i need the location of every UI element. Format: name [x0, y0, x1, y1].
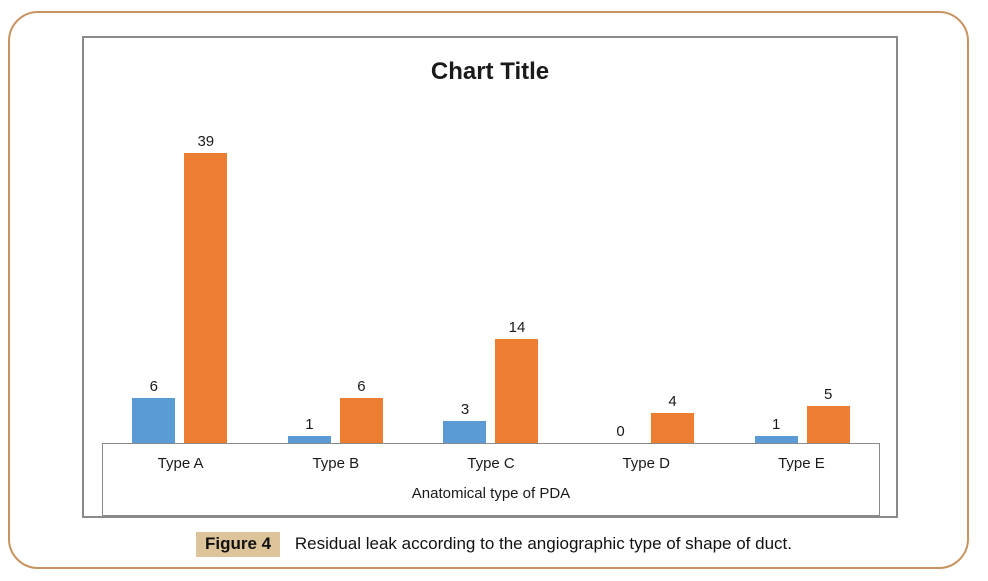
value-label: 6: [357, 378, 366, 395]
x-axis-title: Anatomical type of PDA: [411, 485, 571, 502]
value-label: 1: [305, 416, 314, 433]
bar-blue: [443, 421, 487, 443]
chart-title: Chart Title: [430, 58, 550, 85]
bar-orange: [651, 413, 695, 443]
figure-caption: Figure 4 Residual leak according to the …: [0, 532, 988, 557]
category-label: Type D: [622, 454, 670, 472]
bar-group: 3 14: [413, 319, 569, 443]
value-label: 5: [824, 386, 833, 403]
bar-wrap: 3: [443, 401, 487, 443]
value-label: 4: [668, 393, 677, 410]
figure-number-badge: Figure 4: [196, 532, 281, 557]
bar-orange: [339, 398, 383, 443]
figure-border: [8, 11, 969, 569]
bar-wrap: 1: [754, 416, 798, 443]
bar-orange: [806, 406, 850, 443]
bar-wrap: 14: [495, 319, 539, 443]
bar-blue: [132, 398, 176, 443]
bar-wrap: 5: [806, 386, 850, 443]
category-row: Type A Type B Type C Type D Type E: [103, 444, 879, 482]
value-label: 1: [772, 416, 781, 433]
bar-blue: [287, 436, 331, 443]
bar-wrap: 6: [339, 378, 383, 443]
bar-orange: [184, 153, 228, 443]
bar-wrap: 4: [651, 393, 695, 443]
category-axis: Type A Type B Type C Type D Type E Anatomica…: [102, 443, 880, 516]
category-label: Type E: [778, 454, 825, 472]
value-label: 14: [508, 319, 526, 336]
category-label: Type B: [312, 454, 360, 472]
value-label: 0: [616, 423, 625, 440]
plot-area: 6 39 1 6 3 14 0 4 1 5: [102, 38, 880, 443]
bar-blue: [754, 436, 798, 443]
value-label: 39: [197, 133, 215, 150]
bar-group: 6 39: [102, 133, 258, 443]
bar-wrap: 0: [599, 423, 642, 443]
chart: Chart Title 6 39 1 6 3 14 0 4 1 5 Type A Type B Typ…: [82, 36, 898, 518]
bar-wrap: 6: [132, 378, 176, 443]
bar-wrap: 39: [184, 133, 228, 443]
bar-wrap: 1: [287, 416, 331, 443]
bar-orange: [495, 339, 539, 443]
figure-caption-text: Residual leak according to the angiograp…: [294, 534, 792, 553]
category-label: Type C: [467, 454, 515, 472]
value-label: 6: [149, 378, 158, 395]
category-label: Type A: [157, 454, 204, 472]
value-label: 3: [460, 401, 470, 418]
